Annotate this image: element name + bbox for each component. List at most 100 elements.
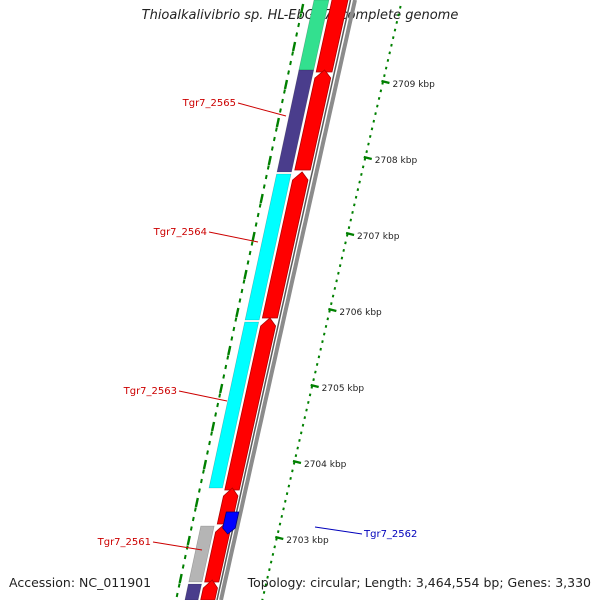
outer-tick — [372, 119, 376, 123]
outer-tick-ring — [261, 5, 402, 600]
major-tick — [328, 307, 337, 313]
inner-tick — [295, 32, 299, 37]
outer-tick — [390, 43, 393, 47]
outer-tick — [264, 583, 268, 587]
outer-tick — [351, 210, 354, 214]
forward-cds-arrow[interactable] — [261, 171, 309, 319]
inner-tick — [262, 184, 266, 189]
inner-tick — [291, 41, 297, 52]
inner-tick — [283, 79, 289, 90]
inner-tick — [219, 383, 224, 394]
gene-block-tgr7-2565[interactable] — [276, 69, 315, 173]
gene-block-purple-lower[interactable] — [184, 583, 202, 600]
inner-tick — [175, 592, 179, 598]
inner-tick — [264, 174, 268, 180]
outer-tick — [344, 241, 347, 245]
leader-line — [208, 231, 259, 243]
inner-tick — [270, 146, 274, 151]
inner-tick — [230, 336, 234, 341]
gene-label-tgr7-2564[interactable]: Tgr7_2564 — [153, 227, 259, 243]
outer-tick — [356, 188, 360, 192]
forward-cds-arrow[interactable] — [200, 579, 218, 600]
outer-tick — [268, 568, 271, 572]
gene-label-tgr7-2563[interactable]: Tgr7_2563 — [123, 386, 228, 402]
topology-text: Topology: circular; Length: 3,464,554 bp… — [247, 575, 591, 590]
inner-tick — [194, 497, 200, 508]
inner-tick — [193, 507, 197, 512]
outer-tick — [367, 142, 370, 146]
outer-tick — [307, 400, 310, 404]
gene-arrow-tgr7-2562[interactable] — [222, 511, 240, 535]
gene-label-tgr7-2565[interactable]: Tgr7_2565 — [182, 98, 287, 117]
outer-tick — [276, 530, 280, 534]
inner-tick — [243, 269, 248, 280]
gene-block-tgr7-2561[interactable] — [188, 525, 215, 583]
outer-tick — [315, 362, 319, 366]
outer-tick — [395, 20, 399, 24]
gene-label-text: Tgr7_2561 — [97, 537, 151, 548]
outer-tick — [273, 545, 276, 549]
outer-tick — [291, 469, 294, 473]
outer-tick — [399, 5, 402, 9]
scale-label: 2707 kbp — [357, 232, 400, 242]
inner-tick — [218, 393, 222, 398]
inner-tick — [191, 516, 195, 522]
outer-tick — [289, 476, 292, 480]
gene-label-group: Tgr7_2565 Tgr7_2564 Tgr7_2563 Tgr7_2562 … — [97, 98, 417, 551]
reverse-cds-track — [184, 0, 330, 600]
scale-label: 2704 kbp — [304, 460, 347, 470]
gene-block-tgr7-2564[interactable] — [244, 173, 292, 321]
inner-tick — [224, 364, 228, 370]
leader-line — [178, 390, 228, 402]
leader-line — [237, 102, 287, 117]
gene-block-tgr7-2563[interactable] — [208, 321, 260, 489]
inner-tick — [267, 155, 272, 166]
inner-tick — [227, 345, 232, 356]
gene-label-tgr7-2561[interactable]: Tgr7_2561 — [97, 537, 203, 551]
outer-tick — [384, 66, 388, 70]
inner-tick — [283, 89, 286, 94]
outer-tick — [324, 324, 328, 328]
outer-tick — [374, 112, 377, 116]
inner-tick — [248, 250, 252, 256]
outer-tick — [393, 28, 397, 32]
inner-tick — [242, 279, 246, 284]
inner-tick — [275, 117, 281, 128]
backbone-outer-line — [219, 0, 357, 600]
outer-tick — [319, 347, 322, 351]
forward-cds-arrow[interactable] — [294, 69, 332, 171]
major-tick — [292, 459, 302, 465]
forward-cds-arrow[interactable] — [315, 0, 349, 73]
scale-label: 2709 kbp — [392, 80, 435, 90]
outer-tick — [331, 294, 335, 298]
outer-tick — [354, 195, 358, 199]
inner-tick — [274, 127, 278, 132]
outer-tick — [342, 248, 345, 252]
major-tick — [274, 535, 284, 541]
inner-tick — [202, 459, 208, 470]
outer-tick — [284, 499, 287, 503]
forward-cds-arrow[interactable] — [224, 317, 277, 491]
outer-tick — [391, 36, 395, 40]
outer-tick — [353, 203, 356, 207]
inner-tick — [186, 535, 191, 546]
inner-tick — [246, 260, 250, 265]
outer-tick — [266, 575, 269, 579]
outer-tick — [282, 507, 285, 511]
inner-tick — [289, 60, 292, 66]
gene-label-tgr7-2562[interactable]: Tgr7_2562 — [314, 526, 417, 540]
outer-tick — [314, 370, 317, 374]
outer-tick — [287, 484, 291, 488]
inner-tick — [198, 488, 201, 493]
outer-tick — [370, 127, 374, 131]
gene-label-text: Tgr7_2565 — [182, 98, 236, 109]
outer-tick — [285, 492, 289, 496]
outer-tick — [361, 165, 365, 169]
inner-tick — [240, 288, 244, 294]
outer-tick — [294, 454, 298, 458]
inner-tick — [181, 564, 185, 569]
inner-tick — [210, 421, 216, 432]
outer-tick — [298, 438, 301, 442]
